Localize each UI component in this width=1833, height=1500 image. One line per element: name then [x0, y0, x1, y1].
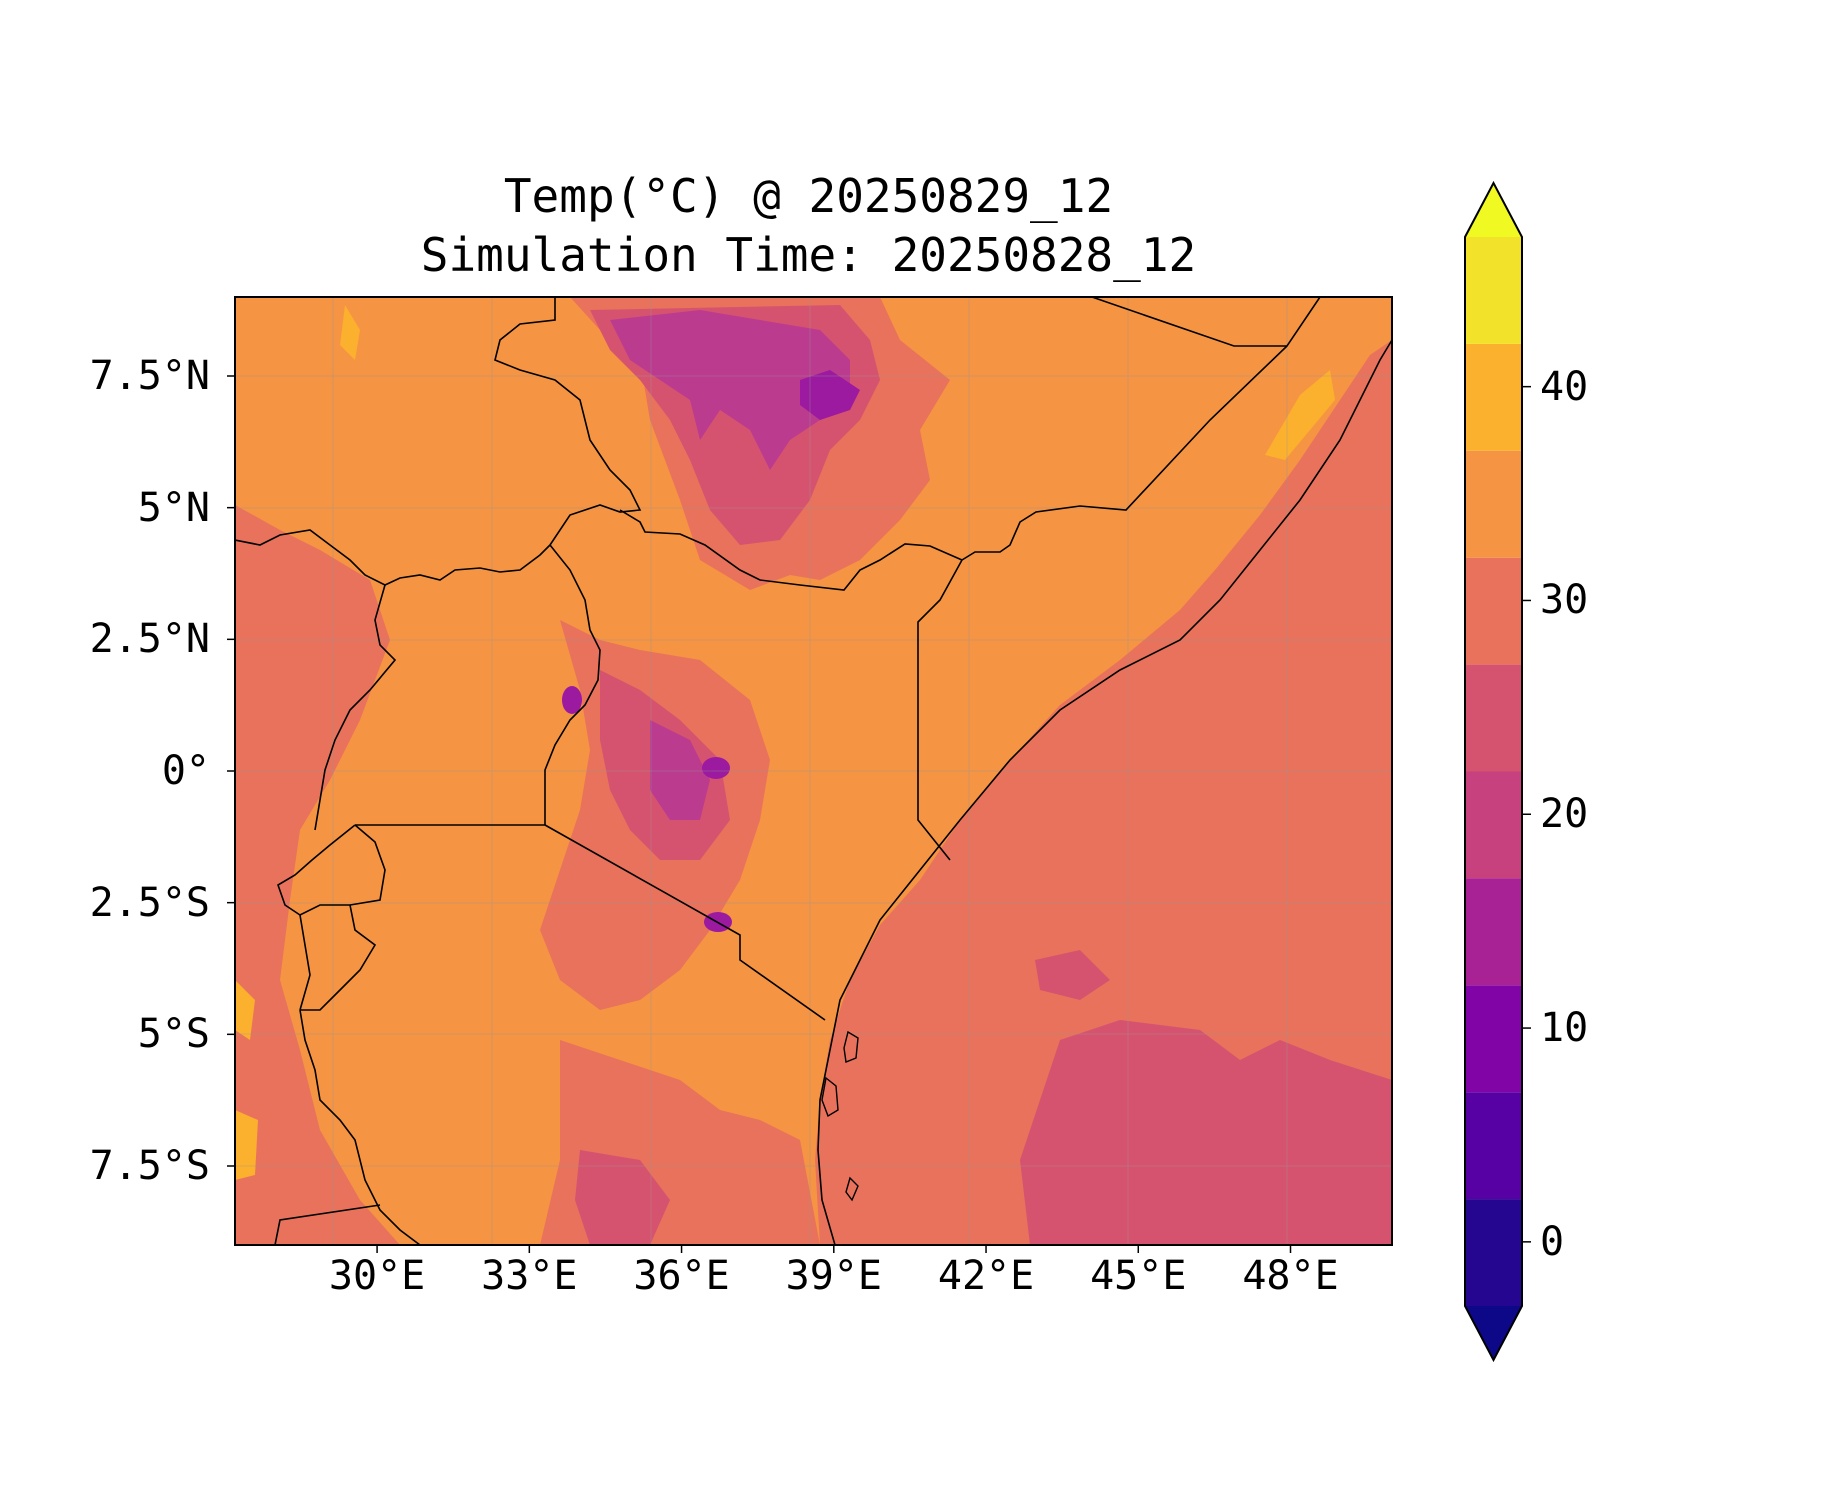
tick-marks	[227, 375, 1292, 1253]
y-tick-label: 5°N	[137, 484, 210, 531]
ethiopian-highlands-cold	[800, 370, 860, 420]
western-rift-highlands	[235, 505, 400, 1245]
y-tick-label: 2.5°S	[89, 879, 210, 926]
islands	[821, 1030, 859, 1202]
land-warm-region	[235, 297, 1392, 1245]
map-title: Temp(°C) @ 20250829_12	[503, 169, 1114, 223]
y-tick-label: 7.5°S	[89, 1143, 210, 1189]
y-tick-label: 5°S	[137, 1011, 210, 1058]
coastline	[817, 339, 1392, 1245]
zambia-border	[274, 1204, 381, 1245]
colorbar-level	[1465, 1092, 1522, 1200]
colorbar-tick-label: 10	[1540, 1005, 1589, 1052]
colorbar-tick-label: 30	[1540, 577, 1589, 624]
drc-ss-border	[235, 529, 386, 586]
tanzania-sw-hot-spot	[235, 1110, 258, 1180]
y-tick-label: 2.5°N	[89, 616, 210, 663]
colorbar-level	[1465, 771, 1522, 879]
colorbar-level	[1465, 878, 1522, 986]
colorbar	[1464, 180, 1531, 1363]
ethiopia-somalia-border	[961, 297, 1321, 561]
y-tick-label: 0°	[161, 748, 210, 794]
colorbar-outline	[1464, 180, 1523, 1363]
kenya-tanzania-border	[544, 824, 826, 1021]
south-sudan-uganda-border	[384, 544, 551, 586]
colorbar-level	[1465, 1199, 1522, 1306]
tanzania-west-border	[299, 1009, 421, 1245]
south-sudan-border	[494, 297, 642, 546]
x-tick-label: 30°E	[328, 1253, 426, 1299]
x-tick-label: 36°E	[633, 1253, 730, 1299]
x-tick-label: 48°E	[1242, 1253, 1339, 1299]
x-tick-label: 45°E	[1090, 1253, 1187, 1299]
colorbar-level	[1465, 450, 1522, 558]
colorbar-tick-label: 0	[1540, 1218, 1565, 1265]
country-borders	[235, 297, 1392, 1245]
indian-ocean-cool-patch	[1020, 1020, 1392, 1245]
ethiopian-highlands-cool	[610, 310, 850, 470]
mount-kenya-cold	[702, 757, 730, 779]
colorbar-level	[1465, 237, 1522, 344]
colorbar-level	[1465, 985, 1522, 1093]
sudan-hot-spot	[340, 305, 360, 360]
colorbar-level	[1465, 557, 1522, 665]
x-tick-label: 39°E	[785, 1253, 882, 1299]
indian-ocean-patch-2	[1035, 950, 1110, 1000]
colorbar-over-arrow	[1465, 183, 1522, 237]
southern-highlands-core	[575, 1150, 670, 1245]
uganda-west-border	[314, 584, 397, 831]
map-area	[235, 297, 1392, 1245]
burundi-border	[299, 904, 377, 1011]
x-tick-label: 42°E	[937, 1253, 1035, 1299]
colorbar-level	[1465, 343, 1522, 451]
somalia-hot-spot	[1265, 370, 1335, 460]
x-tick-label: 33°E	[481, 1253, 578, 1299]
mafia-island	[845, 1176, 859, 1202]
colorbar-under-arrow	[1465, 1306, 1522, 1360]
gridlines	[235, 297, 1392, 1245]
uganda-east-border	[544, 544, 601, 825]
elgon-cold	[562, 686, 582, 714]
pemba-island	[843, 1030, 859, 1063]
colorbar-tick-label: 20	[1540, 791, 1589, 838]
colorbar-level	[1465, 664, 1522, 772]
zanzibar-island	[821, 1076, 839, 1118]
colorbar-tick-label: 40	[1540, 363, 1589, 410]
ethiopia-kenya-border	[619, 509, 963, 591]
map-subtitle: Simulation Time: 20250828_12	[420, 228, 1197, 282]
tanzania-west-hot-spot	[235, 980, 255, 1040]
kenya-somalia-border	[917, 559, 963, 861]
y-tick-label: 7.5°N	[89, 353, 210, 399]
kenya-highlands-cool	[650, 720, 710, 820]
